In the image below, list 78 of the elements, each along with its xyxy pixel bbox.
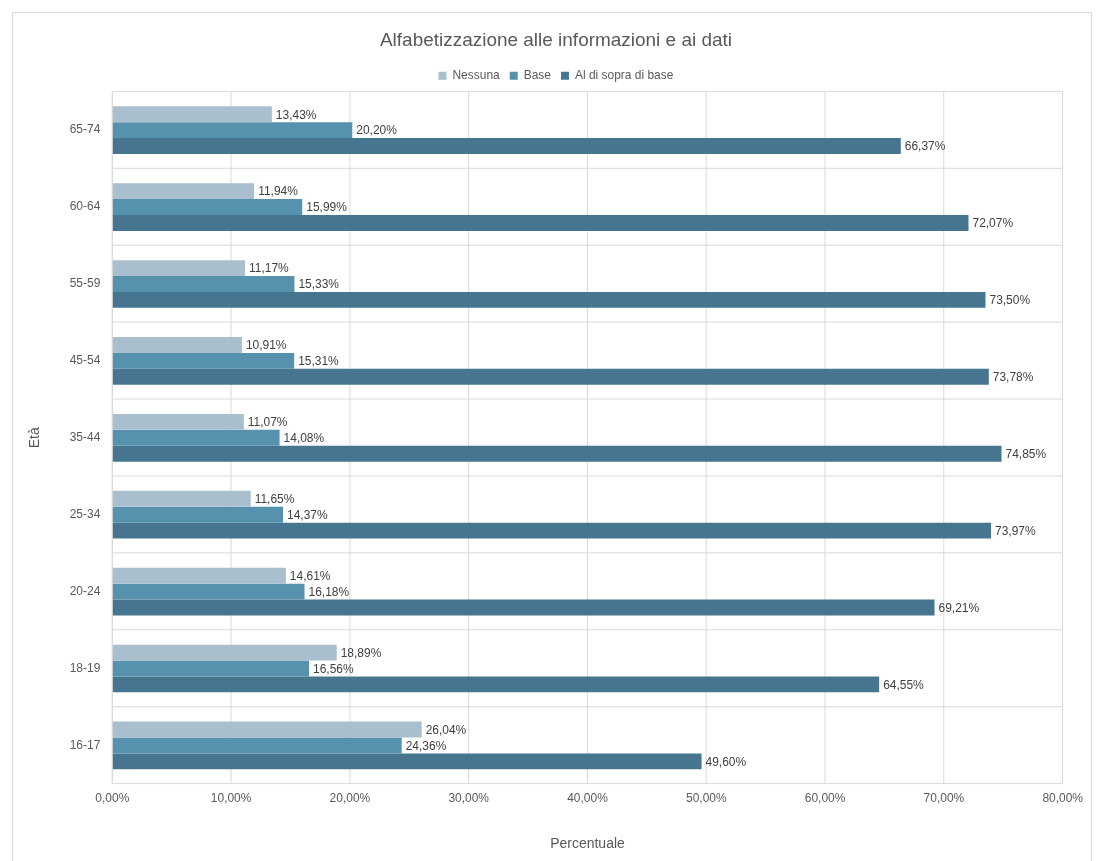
bar bbox=[112, 522, 992, 539]
bar bbox=[112, 567, 286, 584]
y-tick-label: 18-19 bbox=[69, 660, 101, 675]
bar bbox=[112, 644, 337, 661]
bar bbox=[112, 199, 303, 216]
x-tick-label: 0,00% bbox=[95, 791, 130, 806]
legend-label: Base bbox=[523, 68, 552, 83]
bar bbox=[112, 138, 901, 154]
data-label: 11,07% bbox=[247, 415, 288, 430]
x-tick-label: 20,00% bbox=[329, 791, 371, 806]
data-label: 72,07% bbox=[972, 216, 1014, 231]
y-axis-title: Età bbox=[26, 427, 43, 449]
y-tick-label: 65-74 bbox=[69, 122, 101, 137]
chart-title: Alfabetizzazione alle informazioni e ai dati bbox=[379, 28, 733, 50]
bar bbox=[112, 599, 935, 616]
data-label: 11,17% bbox=[249, 261, 290, 276]
data-label: 15,33% bbox=[298, 277, 340, 292]
bar bbox=[112, 583, 305, 600]
x-tick-label: 10,00% bbox=[210, 791, 252, 806]
data-label: 15,31% bbox=[298, 354, 340, 369]
data-label: 10,91% bbox=[245, 338, 287, 353]
bar bbox=[112, 352, 295, 369]
bar bbox=[112, 753, 702, 770]
bar bbox=[112, 291, 986, 308]
bar bbox=[112, 276, 295, 292]
data-label: 11,94% bbox=[258, 184, 299, 199]
data-label: 73,50% bbox=[989, 293, 1031, 308]
data-label: 64,55% bbox=[883, 677, 925, 692]
legend-label: Al di sopra di base bbox=[574, 68, 674, 83]
x-tick-label: 80,00% bbox=[1042, 791, 1084, 806]
bar bbox=[112, 106, 272, 123]
bar bbox=[112, 721, 422, 738]
legend-label: Nessuna bbox=[452, 68, 501, 83]
data-label: 15,99% bbox=[306, 200, 348, 215]
x-tick-label: 40,00% bbox=[567, 791, 609, 806]
y-tick-label: 20-24 bbox=[69, 583, 101, 598]
x-tick-label: 30,00% bbox=[448, 791, 490, 806]
bar bbox=[112, 122, 353, 139]
data-label: 13,43% bbox=[275, 107, 317, 122]
bar bbox=[112, 506, 284, 523]
bar bbox=[112, 260, 246, 277]
y-tick-label: 16-17 bbox=[69, 737, 101, 752]
data-label: 20,20% bbox=[356, 123, 398, 138]
data-label: 11,65% bbox=[254, 492, 295, 507]
bar bbox=[112, 337, 242, 353]
data-label: 26,04% bbox=[425, 722, 467, 737]
y-tick-label: 60-64 bbox=[69, 199, 101, 214]
data-label: 14,08% bbox=[283, 431, 325, 446]
y-tick-label: 25-34 bbox=[69, 507, 101, 522]
y-tick-label: 45-54 bbox=[69, 353, 101, 368]
data-label: 16,56% bbox=[313, 661, 354, 676]
bar bbox=[112, 183, 255, 200]
bar bbox=[112, 737, 402, 754]
data-label: 18,89% bbox=[340, 645, 382, 660]
y-tick-label: 55-59 bbox=[69, 276, 101, 291]
data-label: 73,97% bbox=[995, 523, 1036, 538]
data-label: 14,37% bbox=[287, 508, 328, 523]
bar bbox=[112, 660, 310, 677]
x-tick-label: 70,00% bbox=[923, 791, 965, 806]
bar bbox=[112, 676, 880, 693]
bar bbox=[112, 445, 1002, 462]
data-label: 66,37% bbox=[904, 139, 946, 154]
bar bbox=[112, 215, 969, 231]
data-label: 14,61% bbox=[289, 569, 331, 584]
data-label: 69,21% bbox=[938, 600, 980, 615]
data-label: 49,60% bbox=[705, 754, 747, 769]
y-tick-label: 35-44 bbox=[69, 430, 101, 445]
bar bbox=[112, 429, 280, 446]
x-axis-title: Percentuale bbox=[550, 835, 625, 852]
data-label: 73,78% bbox=[992, 370, 1034, 385]
data-label: 74,85% bbox=[1005, 447, 1047, 461]
x-tick-label: 60,00% bbox=[804, 791, 846, 806]
bar bbox=[112, 413, 244, 430]
x-tick-label: 50,00% bbox=[686, 791, 727, 806]
bar bbox=[112, 368, 989, 385]
bar bbox=[112, 490, 251, 507]
data-label: 16,18% bbox=[308, 584, 350, 599]
data-label: 24,36% bbox=[405, 738, 447, 753]
